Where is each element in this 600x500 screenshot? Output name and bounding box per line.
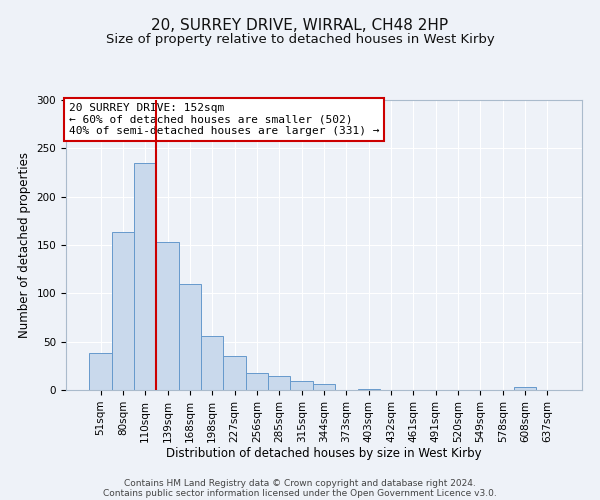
Bar	[179, 284, 201, 390]
Bar	[268, 376, 290, 390]
Text: 20, SURREY DRIVE, WIRRAL, CH48 2HP: 20, SURREY DRIVE, WIRRAL, CH48 2HP	[151, 18, 449, 32]
Text: 20 SURREY DRIVE: 152sqm
← 60% of detached houses are smaller (502)
40% of semi-d: 20 SURREY DRIVE: 152sqm ← 60% of detache…	[68, 103, 379, 136]
Bar	[246, 372, 268, 390]
Text: Contains public sector information licensed under the Open Government Licence v3: Contains public sector information licen…	[103, 488, 497, 498]
Bar	[201, 336, 223, 390]
Text: Size of property relative to detached houses in West Kirby: Size of property relative to detached ho…	[106, 32, 494, 46]
Y-axis label: Number of detached properties: Number of detached properties	[18, 152, 31, 338]
Bar	[112, 232, 134, 390]
Bar	[134, 163, 157, 390]
Bar	[89, 354, 112, 390]
Bar	[290, 382, 313, 390]
Bar	[313, 384, 335, 390]
Bar	[514, 387, 536, 390]
Bar	[358, 389, 380, 390]
Text: Contains HM Land Registry data © Crown copyright and database right 2024.: Contains HM Land Registry data © Crown c…	[124, 478, 476, 488]
Bar	[223, 356, 246, 390]
X-axis label: Distribution of detached houses by size in West Kirby: Distribution of detached houses by size …	[166, 448, 482, 460]
Bar	[157, 242, 179, 390]
